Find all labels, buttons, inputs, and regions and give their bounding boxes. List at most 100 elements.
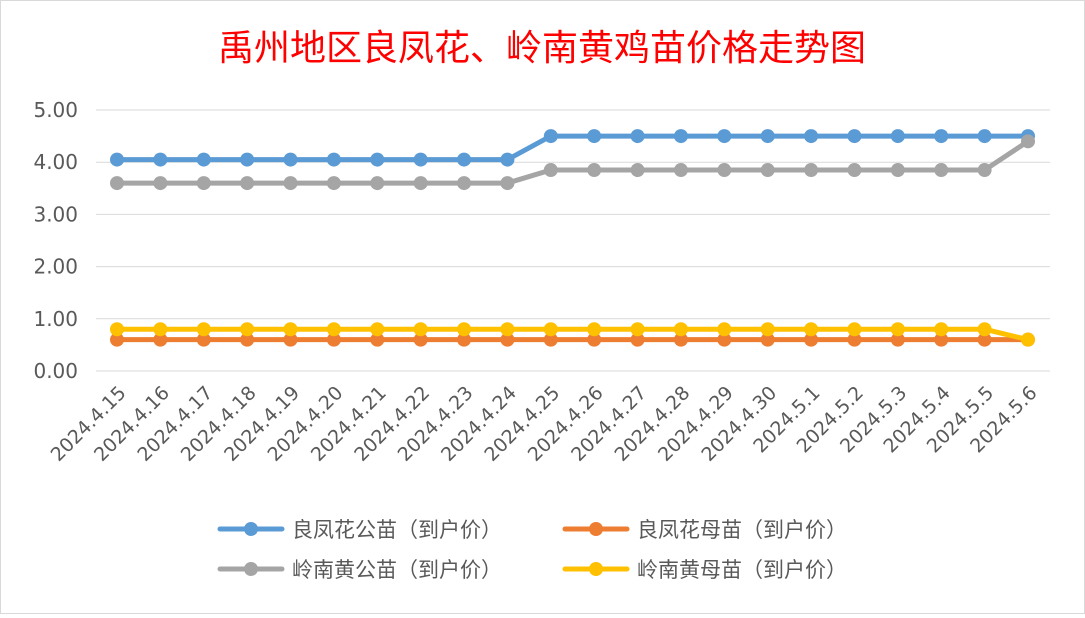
data-point [847,322,862,337]
data-point [457,332,472,347]
data-point [717,163,732,178]
y-tick-label: 1.00 [33,307,78,331]
legend-marker [244,562,258,576]
series-1 [110,332,1035,347]
data-point [370,332,385,347]
data-point [673,129,688,144]
data-point [153,322,168,337]
data-point [717,332,732,347]
data-point [413,322,428,337]
legend-marker [589,562,603,576]
data-point [630,129,645,144]
legend-marker [589,522,603,536]
data-point [543,332,558,347]
data-point [153,152,168,167]
series-layer [110,129,1035,347]
data-point [240,176,255,191]
data-point [977,332,992,347]
data-point [500,152,515,167]
data-point [196,322,211,337]
data-point [847,163,862,178]
data-point [196,152,211,167]
data-point [326,332,341,347]
data-point [587,332,602,347]
legend-label: 良凤花母苗（到户价） [637,518,847,542]
data-point [370,176,385,191]
data-point [153,332,168,347]
data-point [890,322,905,337]
data-point [413,152,428,167]
data-point [240,332,255,347]
data-point [240,152,255,167]
data-point [977,322,992,337]
series-2 [110,134,1035,191]
data-point [110,176,124,191]
series-line [114,138,1031,186]
legend-label: 岭南黄公苗（到户价） [292,558,502,582]
data-point [370,152,385,167]
y-tick-label: 4.00 [33,150,78,174]
data-point [457,322,472,337]
data-point [934,322,949,337]
data-point [110,332,124,347]
data-point [1021,134,1035,149]
series-3 [110,322,1035,347]
y-tick-label: 3.00 [33,202,78,226]
data-point [326,322,341,337]
series-line [114,133,1031,163]
data-point [760,163,775,178]
data-point [543,163,558,178]
data-point [804,163,819,178]
data-point [543,322,558,337]
chart-title: 禹州地区良凤花、岭南黄鸡苗价格走势图 [218,28,866,69]
data-point [630,322,645,337]
data-point [890,332,905,347]
data-point [760,129,775,144]
legend-entry: 岭南黄公苗（到户价） [217,558,502,582]
data-point [240,322,255,337]
data-point [543,129,558,144]
data-point [283,332,298,347]
data-point [934,129,949,144]
legend-marker [244,522,258,536]
data-point [804,332,819,347]
legend-entry: 良凤花公苗（到户价） [217,518,502,542]
data-point [326,176,341,191]
data-point [890,129,905,144]
data-point [587,129,602,144]
legend-label: 岭南黄母苗（到户价） [637,558,847,582]
data-point [283,322,298,337]
data-point [457,176,472,191]
y-axis: 0.00 1.00 2.00 3.00 4.00 5.00 [33,98,78,383]
legend-entry: 岭南黄母苗（到户价） [562,558,847,582]
data-point [673,322,688,337]
legend-entry: 良凤花母苗（到户价） [562,518,847,542]
gridlines [96,109,1050,372]
data-point [587,322,602,337]
data-point [804,322,819,337]
data-point [977,163,992,178]
data-point [934,332,949,347]
data-point [413,332,428,347]
data-point [500,332,515,347]
data-point [500,322,515,337]
data-point [500,176,515,191]
data-point [413,176,428,191]
y-tick-label: 5.00 [33,98,78,122]
data-point [196,176,211,191]
data-point [934,163,949,178]
data-point [457,152,472,167]
data-point [977,129,992,144]
data-point [110,322,124,337]
legend-label: 良凤花公苗（到户价） [292,518,502,542]
series-0 [110,129,1035,167]
legend: 良凤花公苗（到户价） 良凤花母苗（到户价） 岭南黄公苗（到户价） 岭南黄母苗（到户价） [217,518,847,582]
data-point [847,129,862,144]
data-point [673,163,688,178]
data-point [717,129,732,144]
data-point [587,163,602,178]
data-point [196,332,211,347]
data-point [630,163,645,178]
